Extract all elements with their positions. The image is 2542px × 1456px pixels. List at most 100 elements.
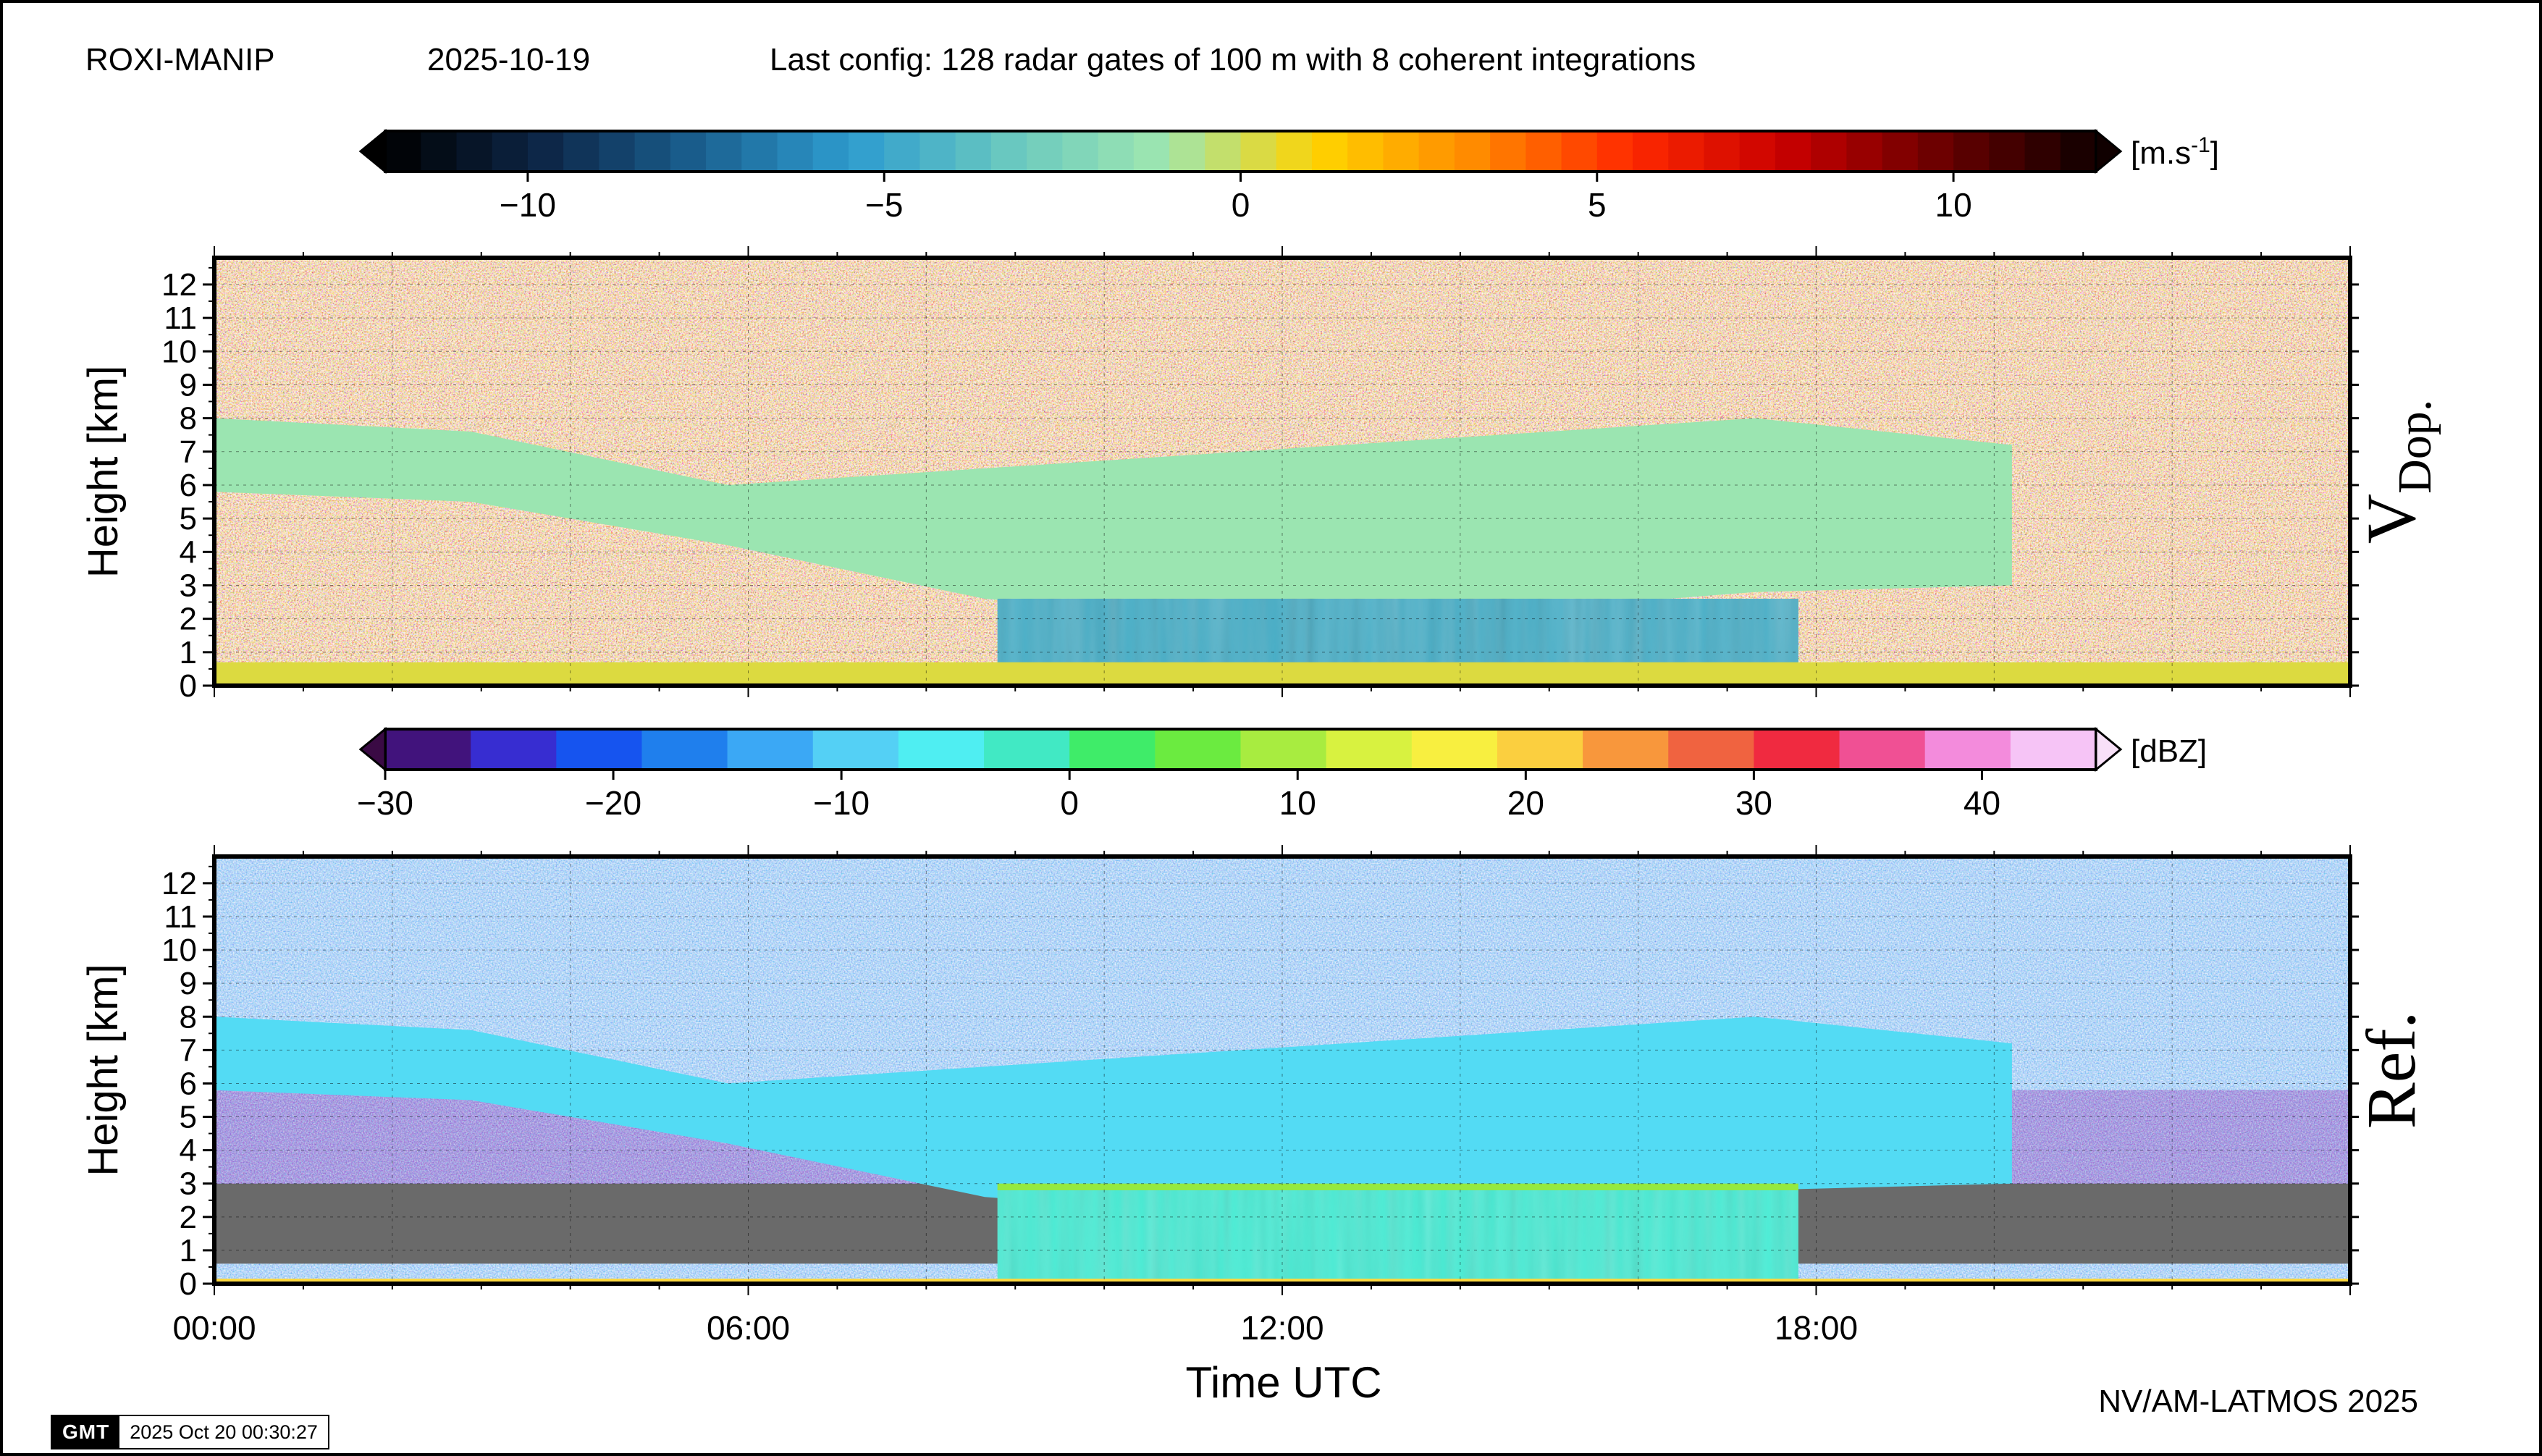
y-tick-label: 7 bbox=[180, 1032, 197, 1068]
x-tick-label: 00:00 bbox=[172, 1309, 256, 1347]
colorbar-segment bbox=[1882, 131, 1919, 172]
y-tick-label: 12 bbox=[161, 267, 197, 303]
colorbar-segment bbox=[1454, 131, 1491, 172]
colorbar-segment bbox=[1846, 131, 1883, 172]
colorbar-segment bbox=[1205, 131, 1242, 172]
y-tick-label: 2 bbox=[180, 602, 197, 637]
colorbar-segment bbox=[1418, 131, 1455, 172]
colorbar-high-arrow bbox=[2095, 726, 2123, 773]
colorbar-segment bbox=[848, 131, 885, 172]
y-tick-label: 0 bbox=[180, 1266, 197, 1302]
colorbar-segment bbox=[898, 729, 985, 770]
y-tick-label: 4 bbox=[180, 534, 197, 570]
colorbar-segment bbox=[421, 131, 458, 172]
x-tick-label: 06:00 bbox=[707, 1309, 790, 1347]
y-tick-label: 8 bbox=[180, 999, 197, 1035]
colorbar-segment bbox=[990, 131, 1027, 172]
x-tick-label: 12:00 bbox=[1240, 1309, 1323, 1347]
colorbar-segment bbox=[706, 131, 743, 172]
colorbar-segment bbox=[1276, 131, 1313, 172]
y-tick-label: 5 bbox=[180, 1100, 197, 1135]
y-tick-label: 5 bbox=[180, 501, 197, 536]
station-name: ROXI-MANIP bbox=[85, 42, 275, 77]
colorbar-tick-label: 20 bbox=[1507, 784, 1544, 822]
y-tick-label: 3 bbox=[180, 1166, 197, 1202]
colorbar-segment bbox=[1596, 131, 1633, 172]
colorbar-segment bbox=[641, 729, 728, 770]
colorbar-segment bbox=[1497, 729, 1583, 770]
colorbar-tick-label: −10 bbox=[813, 784, 870, 822]
colorbar-segment bbox=[812, 131, 849, 172]
y-tick-label: 12 bbox=[161, 866, 197, 901]
colorbar-segment bbox=[1098, 131, 1135, 172]
y-tick-label: 8 bbox=[180, 401, 197, 437]
low-level-noise-field bbox=[214, 1090, 2350, 1184]
y-tick-label: 3 bbox=[180, 568, 197, 603]
reflectivity-unit-label: [dBZ] bbox=[2131, 733, 2207, 769]
colorbar-tick-label: 30 bbox=[1735, 784, 1772, 822]
colorbar-segment bbox=[727, 729, 814, 770]
y-tick-label: 4 bbox=[180, 1133, 197, 1169]
colorbar-segment bbox=[1383, 131, 1420, 172]
y-tick-label: 9 bbox=[180, 367, 197, 403]
y-tick-label: 10 bbox=[161, 334, 197, 369]
colorbar-segment bbox=[1490, 131, 1527, 172]
colorbar-tick-label: −30 bbox=[357, 784, 413, 822]
colorbar-segment bbox=[1411, 729, 1498, 770]
colorbar-segment bbox=[1326, 729, 1413, 770]
colorbar-segment bbox=[1811, 131, 1848, 172]
colorbar-segment bbox=[1583, 729, 1670, 770]
precipitation-streaks bbox=[997, 598, 1798, 673]
y-axis-label: Height [km] bbox=[80, 964, 127, 1176]
colorbar-tick-label: 0 bbox=[1060, 784, 1079, 822]
colorbar-segment bbox=[1027, 131, 1064, 172]
cloud-layer-region bbox=[214, 1017, 2012, 1217]
velocity-unit-label: [m.s-1] bbox=[2131, 133, 2219, 171]
velocity-colorbar: −10 −5 0 5 10 [m.s-1] bbox=[358, 128, 2219, 224]
y-tick-label: 7 bbox=[180, 434, 197, 470]
reflectivity-colorbar: −30 −20 −10 0 10 20 30 40 [dBZ] bbox=[357, 726, 2207, 822]
colorbar-segment bbox=[741, 131, 778, 172]
colorbar-segment bbox=[1989, 131, 2026, 172]
colorbar-low-arrow bbox=[358, 128, 387, 174]
colorbar-segment bbox=[385, 131, 422, 172]
colorbar-segment bbox=[812, 729, 899, 770]
colorbar-segment bbox=[1668, 131, 1705, 172]
y-tick-label: 2 bbox=[180, 1200, 197, 1235]
panel-body bbox=[214, 857, 2350, 1284]
y-tick-label: 1 bbox=[180, 1233, 197, 1268]
y-tick-label: 9 bbox=[180, 966, 197, 1001]
y-tick-label: 0 bbox=[180, 668, 197, 704]
colorbar-segment bbox=[1775, 131, 1811, 172]
y-axis-label: Height [km] bbox=[80, 366, 127, 578]
colorbar-segment bbox=[2010, 729, 2097, 770]
colorbar-segment bbox=[1133, 131, 1170, 172]
colorbar-segment bbox=[1668, 729, 1755, 770]
precipitation-streaks bbox=[997, 1183, 1798, 1284]
colorbar-segment bbox=[984, 729, 1070, 770]
colorbar-low-arrow bbox=[358, 726, 387, 773]
colorbar-segment bbox=[1525, 131, 1562, 172]
panel-body bbox=[214, 258, 2350, 686]
panel-label: VDop. bbox=[2352, 400, 2441, 544]
colorbar-segment bbox=[1347, 131, 1384, 172]
colorbar-tick-label: 5 bbox=[1588, 186, 1607, 224]
y-tick-label: 6 bbox=[180, 1066, 197, 1101]
colorbar-segment bbox=[456, 131, 493, 172]
colorbar-segment bbox=[2024, 131, 2061, 172]
colorbar-segment bbox=[670, 131, 707, 172]
y-tick-label: 11 bbox=[164, 899, 197, 935]
colorbar-segment bbox=[1169, 131, 1206, 172]
colorbar-tick-label: 0 bbox=[1232, 186, 1250, 224]
colorbar-segment bbox=[1953, 131, 1990, 172]
colorbar-segment bbox=[1561, 131, 1598, 172]
melting-layer bbox=[997, 1183, 1798, 1190]
y-tick-label: 10 bbox=[161, 933, 197, 968]
colorbar-segment bbox=[884, 131, 921, 172]
panel-label: Ref. bbox=[2352, 1011, 2430, 1129]
colorbar-segment bbox=[599, 131, 636, 172]
x-tick-label: 18:00 bbox=[1775, 1309, 1858, 1347]
colorbar-tick-label: 10 bbox=[1279, 784, 1316, 822]
